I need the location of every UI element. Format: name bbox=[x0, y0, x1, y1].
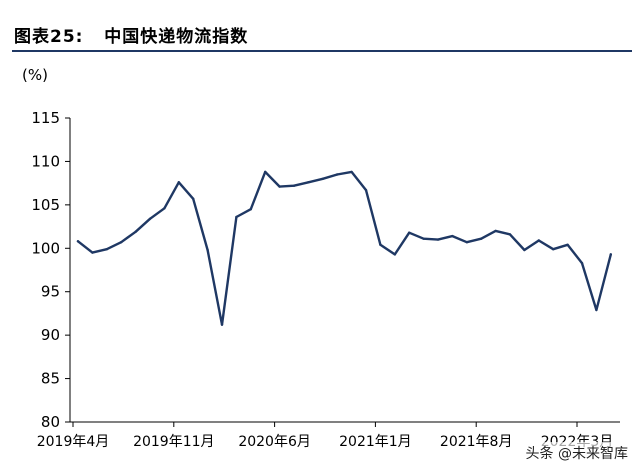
data-point bbox=[206, 248, 209, 252]
x-tick-label: 2020年6月 bbox=[238, 434, 311, 450]
watermark: 头条 @未来智库 bbox=[521, 442, 632, 464]
data-point bbox=[350, 170, 353, 174]
data-point bbox=[177, 181, 180, 184]
y-tick-label: 80 bbox=[41, 413, 60, 431]
data-point bbox=[91, 251, 94, 254]
data-point bbox=[292, 184, 296, 187]
data-point bbox=[451, 234, 454, 238]
data-point bbox=[249, 208, 252, 211]
data-point bbox=[148, 217, 152, 220]
data-point bbox=[480, 237, 483, 240]
data-point bbox=[364, 188, 368, 192]
y-tick-label: 110 bbox=[31, 152, 60, 170]
data-point bbox=[105, 248, 109, 251]
data-point bbox=[422, 237, 425, 240]
data-point bbox=[609, 253, 612, 256]
y-tick-label: 85 bbox=[41, 370, 60, 388]
data-point bbox=[552, 248, 555, 251]
data-point bbox=[537, 239, 540, 242]
y-tick-label: 90 bbox=[41, 326, 60, 344]
chart-title: 图表25: 中国快递物流指数 bbox=[14, 27, 249, 47]
series-line bbox=[76, 170, 612, 326]
data-point bbox=[235, 215, 238, 219]
data-point bbox=[580, 261, 584, 265]
y-tick-label: 95 bbox=[41, 283, 60, 301]
title-divider bbox=[12, 50, 632, 52]
data-point bbox=[508, 233, 512, 236]
data-point bbox=[393, 253, 396, 256]
data-point bbox=[120, 241, 123, 244]
x-tick-label: 2019年4月 bbox=[37, 434, 110, 450]
data-point bbox=[134, 230, 137, 233]
data-point bbox=[566, 243, 569, 246]
data-point bbox=[379, 243, 382, 246]
data-point bbox=[336, 173, 339, 176]
y-tick-label: 115 bbox=[31, 109, 60, 127]
data-point bbox=[76, 240, 80, 243]
data-point bbox=[465, 241, 468, 244]
x-tick-label: 2021年8月 bbox=[440, 434, 513, 450]
x-tick-label: 2019年11月 bbox=[133, 434, 214, 450]
data-point bbox=[163, 207, 166, 210]
x-tick-label: 2021年1月 bbox=[339, 434, 412, 450]
data-point bbox=[307, 181, 310, 184]
data-point bbox=[494, 229, 497, 233]
data-point bbox=[278, 185, 281, 188]
data-point bbox=[595, 308, 598, 312]
chart-header: 图表25: 中国快递物流指数 bbox=[0, 0, 640, 52]
data-point bbox=[264, 170, 267, 174]
data-point bbox=[192, 197, 195, 200]
data-point bbox=[408, 231, 411, 234]
y-axis-label: (%) bbox=[22, 66, 48, 84]
y-tick-label: 100 bbox=[31, 239, 60, 257]
data-point bbox=[523, 248, 526, 252]
data-point bbox=[321, 177, 324, 180]
data-point bbox=[220, 323, 224, 326]
y-tick-label: 105 bbox=[31, 196, 60, 214]
data-point bbox=[436, 238, 440, 241]
